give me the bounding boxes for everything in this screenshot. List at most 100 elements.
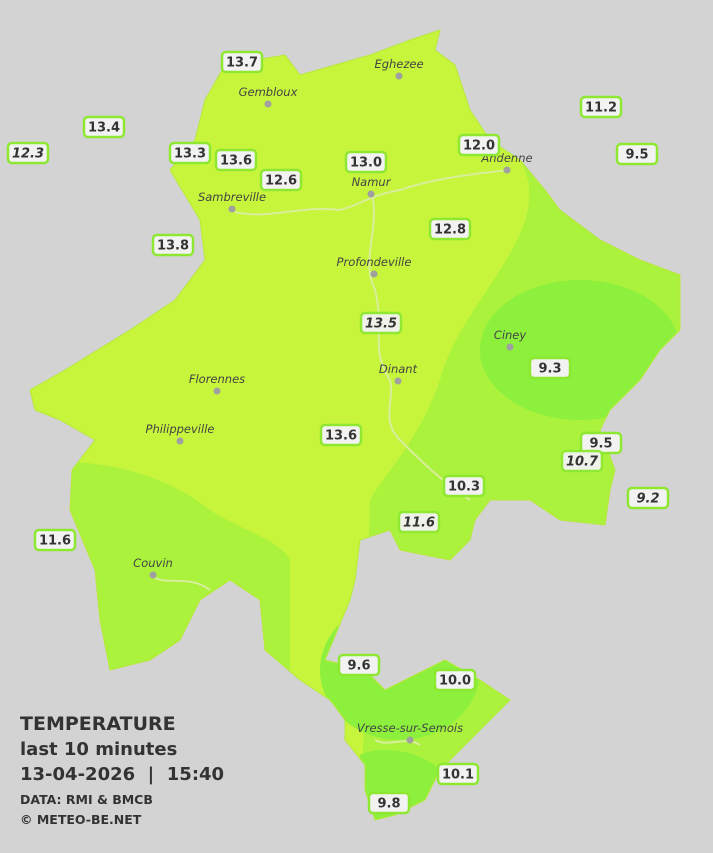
reading-value: 10.0 xyxy=(439,674,471,689)
city-dot xyxy=(506,343,514,351)
station-reading: 11.2 xyxy=(579,95,623,119)
city-name: Sambreville xyxy=(198,190,266,204)
reading-box xyxy=(433,668,477,692)
reading-box xyxy=(615,142,659,166)
city-name: Gembloux xyxy=(239,85,298,99)
city-dot xyxy=(176,437,184,445)
city-name: Dinant xyxy=(379,362,418,376)
reading-value: 13.6 xyxy=(325,429,357,444)
river xyxy=(154,169,511,746)
city-dot xyxy=(406,736,414,744)
station-reading: 11.6 xyxy=(33,528,77,552)
station-reading: 12.8 xyxy=(428,217,472,241)
station-reading: 13.8 xyxy=(151,233,195,257)
station-reading: 13.7 xyxy=(220,50,264,74)
reading-box xyxy=(560,449,604,473)
reading-box xyxy=(319,423,363,447)
reading-value: 12.0 xyxy=(463,139,495,154)
city-name: Couvin xyxy=(133,556,173,570)
city-dot xyxy=(149,571,157,579)
city-name: Profondeville xyxy=(337,255,412,269)
reading-value: 9.5 xyxy=(589,437,612,452)
legend-credit: © METEO-BE.NET xyxy=(20,812,142,827)
reading-box xyxy=(337,653,381,677)
cities: EghezeeGemblouxAndenneNamurSambrevillePr… xyxy=(133,57,533,744)
reading-box xyxy=(428,217,472,241)
station-reading: 10.3 xyxy=(442,474,486,498)
station-reading: 13.3 xyxy=(168,141,212,165)
reading-value: 13.3 xyxy=(174,147,206,162)
reading-box xyxy=(220,50,264,74)
city-dot xyxy=(503,166,511,174)
city-name: Ciney xyxy=(494,328,527,342)
station-reading: 9.2 xyxy=(626,486,670,510)
reading-value: 9.5 xyxy=(625,148,648,163)
city-dot xyxy=(367,190,375,198)
reading-box xyxy=(259,168,303,192)
reading-value: 12.8 xyxy=(434,223,466,238)
station-reading: 13.4 xyxy=(82,115,126,139)
reading-box xyxy=(457,133,501,157)
reading-box xyxy=(33,528,77,552)
station-reading: 10.7 xyxy=(560,449,604,473)
reading-value: 11.6 xyxy=(403,516,435,531)
city-dot xyxy=(370,270,378,278)
reading-value: 12.3 xyxy=(12,147,44,162)
station-reading: 10.0 xyxy=(433,668,477,692)
reading-value: 9.6 xyxy=(347,659,370,674)
reading-value: 10.1 xyxy=(442,768,474,783)
reading-value: 9.8 xyxy=(377,797,400,812)
reading-value: 12.6 xyxy=(265,174,297,189)
station-reading: 9.3 xyxy=(528,356,572,380)
station-reading: 13.5 xyxy=(359,311,403,335)
legend-source: DATA: RMI & BMCB xyxy=(20,792,153,807)
city-name: Eghezee xyxy=(374,57,423,71)
readings: 13.7 13.4 12.3 13.3 13.6 12.6 13.0 12.0 11.2 9.5 1… xyxy=(6,50,670,815)
station-reading: 13.0 xyxy=(344,150,388,174)
reading-box xyxy=(626,486,670,510)
reading-value: 13.0 xyxy=(350,156,382,171)
city-name: Philippeville xyxy=(146,422,215,436)
city-name: Vresse-sur-Semois xyxy=(357,721,463,735)
legend-subtitle: last 10 minutes xyxy=(20,739,177,760)
legend-datetime: 13-04-2026 | 15:40 xyxy=(20,764,224,785)
reading-box xyxy=(397,510,441,534)
reading-value: 10.3 xyxy=(448,480,480,495)
reading-value: 9.2 xyxy=(636,492,659,507)
reading-box xyxy=(344,150,388,174)
city-dot xyxy=(394,377,402,385)
reading-value: 10.7 xyxy=(566,455,599,470)
station-reading: 9.8 xyxy=(367,791,411,815)
city-name: Florennes xyxy=(189,372,245,386)
reading-box xyxy=(151,233,195,257)
station-reading: 9.5 xyxy=(579,431,623,455)
reading-value: 13.8 xyxy=(157,239,189,254)
reading-box xyxy=(214,148,258,172)
reading-box xyxy=(82,115,126,139)
city-name: Namur xyxy=(352,175,392,189)
city-dot xyxy=(213,387,221,395)
reading-box xyxy=(367,791,411,815)
reading-box xyxy=(6,141,50,165)
reading-value: 13.7 xyxy=(226,56,258,71)
zone-cool xyxy=(480,280,680,420)
reading-value: 11.2 xyxy=(585,101,617,116)
station-reading: 12.6 xyxy=(259,168,303,192)
reading-value: 13.6 xyxy=(220,154,252,169)
reading-box xyxy=(528,356,572,380)
station-reading: 10.1 xyxy=(436,762,480,786)
reading-box xyxy=(436,762,480,786)
reading-box xyxy=(442,474,486,498)
city-dot xyxy=(264,100,272,108)
station-reading: 12.3 xyxy=(6,141,50,165)
station-reading: 9.6 xyxy=(337,653,381,677)
station-reading: 9.5 xyxy=(615,142,659,166)
reading-value: 9.3 xyxy=(538,362,561,377)
station-reading: 12.0 xyxy=(457,133,501,157)
legend-title: TEMPERATURE xyxy=(20,713,176,735)
reading-value: 13.5 xyxy=(365,317,397,332)
city-dot xyxy=(228,205,236,213)
reading-value: 13.4 xyxy=(88,121,120,136)
city-dot xyxy=(395,72,403,80)
